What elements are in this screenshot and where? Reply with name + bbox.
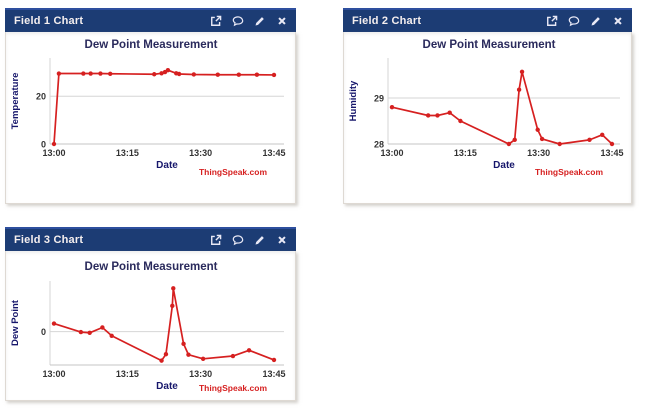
svg-text:13:30: 13:30 xyxy=(189,148,212,158)
card-title: Field 2 Chart xyxy=(352,15,422,27)
close-icon[interactable] xyxy=(276,234,288,246)
svg-text:28: 28 xyxy=(374,140,384,150)
comment-icon[interactable] xyxy=(568,15,580,27)
header-icon-group xyxy=(210,234,288,246)
svg-text:Humidity: Humidity xyxy=(348,80,359,121)
svg-text:Date: Date xyxy=(156,160,178,171)
field2-chart-area: 28 29 13:00 13:15 13:30 13:45 Dew Point Measur… xyxy=(343,32,632,204)
field2-line-chart: 28 29 13:00 13:15 13:30 13:45 Dew Point Measur… xyxy=(348,39,624,177)
svg-text:29: 29 xyxy=(374,94,384,104)
svg-text:13:00: 13:00 xyxy=(42,148,65,158)
field2-chart-header: Field 2 Chart xyxy=(343,8,632,32)
svg-text:13:15: 13:15 xyxy=(454,148,477,158)
comment-icon[interactable] xyxy=(232,15,244,27)
svg-text:13:45: 13:45 xyxy=(600,148,623,158)
field1-chart-header: Field 1 Chart xyxy=(5,8,296,32)
svg-text:Dew Point Measurement: Dew Point Measurement xyxy=(85,39,218,51)
external-link-icon[interactable] xyxy=(546,15,558,27)
field3-chart-card: Field 3 Chart 0 13:00 13:15 13:30 13:45 Dew P… xyxy=(5,227,296,401)
svg-text:13:00: 13:00 xyxy=(380,148,403,158)
edit-icon[interactable] xyxy=(590,15,602,27)
svg-text:13:45: 13:45 xyxy=(262,369,285,379)
svg-text:13:15: 13:15 xyxy=(116,369,139,379)
comment-icon[interactable] xyxy=(232,234,244,246)
field2-chart-card: Field 2 Chart 28 29 13:00 13:15 13:30 13:45 De… xyxy=(343,8,632,204)
svg-text:ThingSpeak.com: ThingSpeak.com xyxy=(199,167,267,177)
svg-text:0: 0 xyxy=(41,327,46,337)
field3-chart-area: 0 13:00 13:15 13:30 13:45 Dew Point Measureme… xyxy=(5,251,296,401)
svg-text:Dew Point: Dew Point xyxy=(10,299,21,346)
svg-text:ThingSpeak.com: ThingSpeak.com xyxy=(199,383,267,393)
svg-text:13:30: 13:30 xyxy=(527,148,550,158)
close-icon[interactable] xyxy=(612,15,624,27)
field1-chart-area: 0 20 13:00 13:15 13:30 13:45 Dew Point Measure… xyxy=(5,32,296,204)
field3-line-chart: 0 13:00 13:15 13:30 13:45 Dew Point Measureme… xyxy=(10,261,286,393)
field1-chart-card: Field 1 Chart 0 20 13:00 13:15 13:30 13:45 Dew… xyxy=(5,8,296,204)
card-title: Field 3 Chart xyxy=(14,234,84,246)
svg-text:Date: Date xyxy=(156,381,178,392)
external-link-icon[interactable] xyxy=(210,15,222,27)
svg-text:0: 0 xyxy=(41,140,46,150)
svg-text:ThingSpeak.com: ThingSpeak.com xyxy=(535,167,603,177)
svg-text:13:45: 13:45 xyxy=(262,148,285,158)
card-title: Field 1 Chart xyxy=(14,15,84,27)
svg-text:Dew Point Measurement: Dew Point Measurement xyxy=(423,39,556,51)
svg-text:13:15: 13:15 xyxy=(116,148,139,158)
close-icon[interactable] xyxy=(276,15,288,27)
svg-text:Date: Date xyxy=(493,160,515,171)
svg-text:Temperature: Temperature xyxy=(10,73,21,130)
svg-text:20: 20 xyxy=(36,92,46,102)
svg-text:13:00: 13:00 xyxy=(42,369,65,379)
svg-text:13:30: 13:30 xyxy=(189,369,212,379)
edit-icon[interactable] xyxy=(254,234,266,246)
header-icon-group xyxy=(546,15,624,27)
external-link-icon[interactable] xyxy=(210,234,222,246)
header-icon-group xyxy=(210,15,288,27)
field1-line-chart: 0 20 13:00 13:15 13:30 13:45 Dew Point Measure… xyxy=(10,39,286,177)
svg-text:Dew Point Measurement: Dew Point Measurement xyxy=(85,261,218,273)
edit-icon[interactable] xyxy=(254,15,266,27)
field3-chart-header: Field 3 Chart xyxy=(5,227,296,251)
